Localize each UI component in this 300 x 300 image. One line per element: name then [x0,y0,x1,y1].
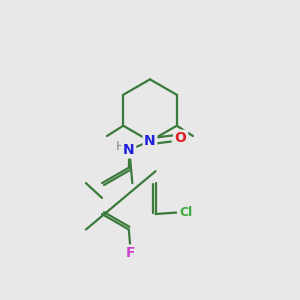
Text: N: N [144,134,156,148]
Text: N: N [123,143,135,157]
Text: F: F [125,246,135,260]
Text: Cl: Cl [179,206,192,219]
Text: O: O [175,131,187,145]
Text: H: H [115,140,125,153]
